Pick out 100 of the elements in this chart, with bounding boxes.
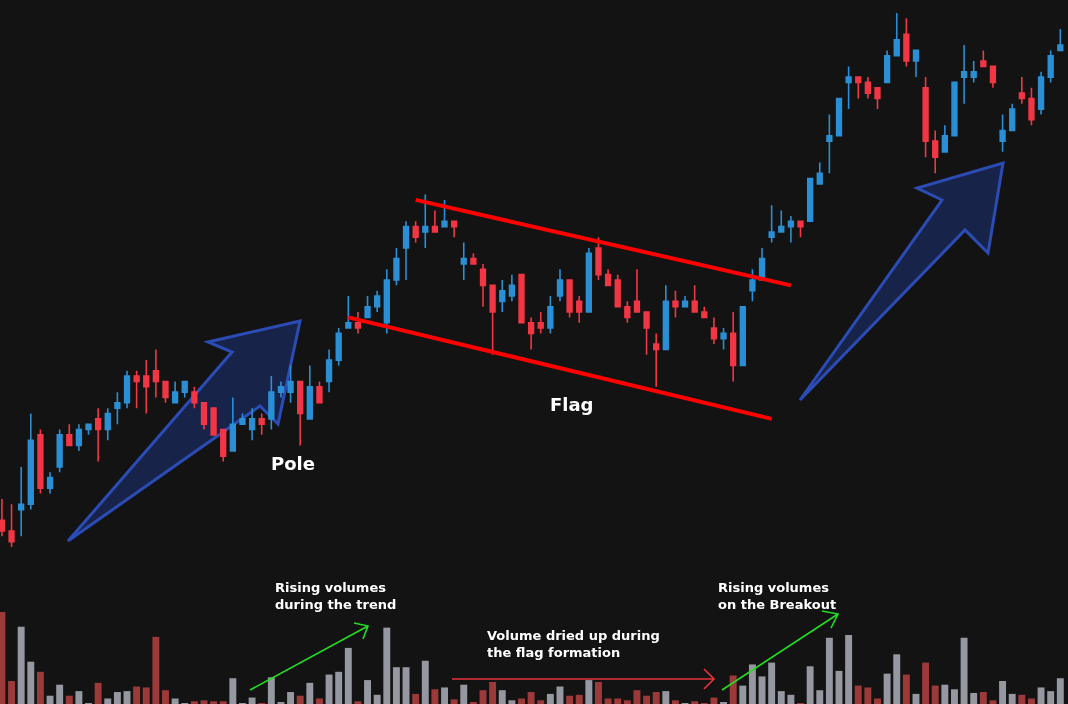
bar (142, 687, 150, 704)
candlestick (402, 220, 410, 281)
candlestick (450, 220, 458, 239)
bar (922, 662, 930, 704)
candlestick (133, 369, 140, 409)
bar (970, 692, 978, 704)
bar (748, 664, 756, 704)
candlestick (701, 305, 708, 319)
candlestick (614, 273, 621, 308)
candlestick (835, 97, 843, 137)
candlestick (114, 391, 121, 425)
candlestick (883, 49, 891, 84)
candlestick (816, 161, 823, 185)
bar (816, 690, 824, 704)
bar (248, 697, 256, 704)
candlestick (855, 76, 862, 100)
candlestick (537, 311, 544, 335)
candlestick (922, 76, 929, 158)
candlestick (710, 316, 718, 345)
candlestick (220, 428, 227, 463)
bar (296, 695, 304, 704)
candlestick (85, 423, 92, 436)
bar (267, 677, 275, 704)
bar (190, 701, 198, 704)
bar (210, 701, 218, 704)
bar (806, 666, 814, 704)
bar (845, 635, 853, 704)
candlestick (595, 236, 602, 281)
bar (614, 698, 622, 704)
bar (989, 700, 997, 704)
bar (710, 697, 718, 704)
bar (450, 699, 458, 704)
candlestick (335, 327, 342, 367)
bar (575, 694, 583, 704)
candlestick (730, 311, 737, 383)
candlestick (143, 359, 150, 415)
bar (383, 627, 391, 704)
candlestick (1028, 86, 1035, 126)
bar (287, 692, 295, 704)
candlestick (970, 60, 977, 84)
bar (893, 654, 901, 704)
candlestick (46, 471, 54, 495)
bar (758, 676, 766, 704)
candlestick (239, 412, 246, 425)
candlestick (999, 113, 1006, 153)
candlestick (37, 428, 44, 495)
bar (335, 671, 343, 704)
candlestick (306, 364, 313, 420)
bar (421, 660, 429, 704)
candlestick (864, 76, 872, 100)
candlestick (806, 177, 814, 223)
candlestick (691, 284, 698, 313)
candlestick (720, 327, 727, 351)
candlestick (662, 284, 669, 351)
bar (604, 698, 612, 704)
bar (979, 692, 987, 704)
bar (1037, 687, 1045, 704)
candlestick (604, 268, 612, 287)
candlestick (903, 17, 910, 68)
candlestick (8, 503, 15, 547)
candlestick (470, 252, 477, 265)
candlestick (547, 295, 554, 335)
bar (27, 661, 35, 704)
bar (508, 700, 516, 704)
candlestick (460, 241, 467, 281)
bar (546, 693, 554, 704)
candlestick (489, 284, 496, 356)
candlestick (1047, 49, 1054, 84)
bar (662, 691, 670, 704)
candlestick (980, 49, 987, 68)
candlestick (431, 209, 439, 233)
candlestick (75, 423, 83, 452)
candlestick (893, 13, 900, 57)
candlestick (1018, 76, 1025, 105)
bar (344, 647, 352, 704)
candlestick (566, 279, 573, 319)
bar (306, 682, 314, 704)
candlestick (989, 65, 997, 89)
candlestick (518, 273, 525, 324)
bar (65, 695, 73, 704)
candlestick (383, 268, 390, 335)
bar (460, 684, 468, 704)
candlestick (556, 268, 564, 303)
bar (325, 674, 333, 704)
candlestick (229, 396, 236, 452)
candlestick (277, 380, 285, 399)
candlestick (200, 402, 208, 431)
bar (864, 687, 872, 704)
candlestick (826, 113, 833, 174)
bar (133, 686, 141, 704)
bar (537, 700, 545, 704)
candlestick (874, 86, 881, 110)
bar (392, 667, 400, 704)
bar (1027, 698, 1035, 704)
bar (768, 662, 776, 704)
candlestick (104, 407, 111, 441)
bar (402, 667, 410, 704)
bar (412, 693, 420, 704)
bar (56, 684, 64, 704)
bar (104, 698, 112, 704)
